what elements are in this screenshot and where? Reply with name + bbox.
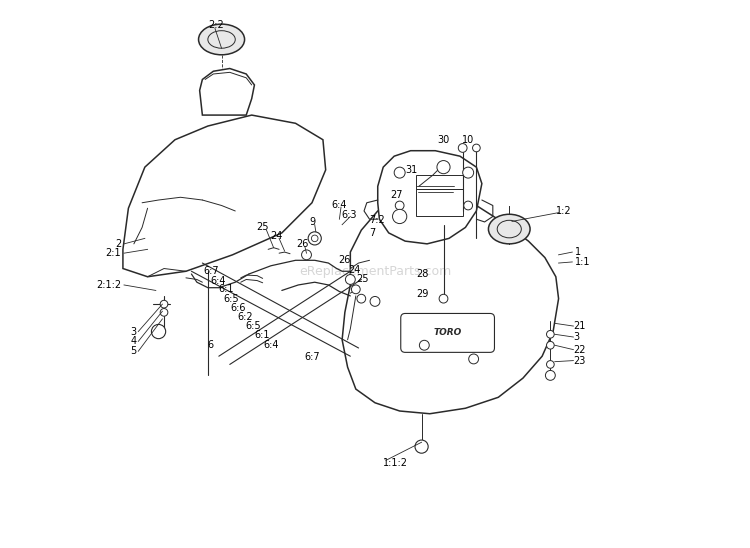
Text: 6:7: 6:7 <box>203 266 219 276</box>
Text: 2:1:2: 2:1:2 <box>96 280 122 290</box>
Text: 6:3: 6:3 <box>341 210 357 220</box>
Circle shape <box>458 144 467 152</box>
Polygon shape <box>378 151 482 244</box>
Circle shape <box>311 235 318 242</box>
Text: 6:5: 6:5 <box>245 321 261 331</box>
Circle shape <box>547 341 554 349</box>
FancyBboxPatch shape <box>400 313 494 352</box>
Circle shape <box>419 340 429 350</box>
Text: 3: 3 <box>574 332 580 342</box>
Text: 31: 31 <box>406 165 418 175</box>
Circle shape <box>547 330 554 338</box>
Text: 27: 27 <box>390 190 403 199</box>
Text: 1:1: 1:1 <box>575 257 590 267</box>
Text: 26: 26 <box>296 239 309 249</box>
Ellipse shape <box>199 24 244 55</box>
Circle shape <box>439 294 448 303</box>
Text: 25: 25 <box>357 275 369 284</box>
Circle shape <box>469 354 478 364</box>
Circle shape <box>370 296 380 306</box>
Text: 26: 26 <box>339 255 351 265</box>
Text: 24: 24 <box>270 231 283 241</box>
Circle shape <box>160 309 168 316</box>
Text: 7: 7 <box>369 229 375 238</box>
Text: 2:2: 2:2 <box>208 20 224 30</box>
Circle shape <box>394 167 405 178</box>
Text: eReplacementParts.com: eReplacementParts.com <box>298 265 452 278</box>
Text: 21: 21 <box>574 321 586 331</box>
Text: 6:7: 6:7 <box>304 352 320 362</box>
Text: 9: 9 <box>309 217 315 227</box>
Text: 6:6: 6:6 <box>231 303 246 313</box>
Polygon shape <box>123 115 326 277</box>
Text: 2:1: 2:1 <box>106 248 122 258</box>
Text: 6:1: 6:1 <box>254 330 270 340</box>
Text: 23: 23 <box>574 356 586 366</box>
Text: 24: 24 <box>348 265 360 275</box>
Circle shape <box>392 209 406 224</box>
Text: 6:1: 6:1 <box>218 284 233 294</box>
Circle shape <box>357 294 366 303</box>
Polygon shape <box>342 200 559 414</box>
Circle shape <box>415 440 428 453</box>
Text: 1:2: 1:2 <box>556 206 572 216</box>
Circle shape <box>545 370 555 380</box>
Polygon shape <box>413 167 454 206</box>
Bar <box>416 175 463 189</box>
Circle shape <box>346 275 355 284</box>
Circle shape <box>308 232 321 245</box>
Text: 22: 22 <box>574 345 586 355</box>
Text: 29: 29 <box>416 289 429 299</box>
Circle shape <box>152 324 166 339</box>
Text: 4: 4 <box>130 336 136 346</box>
Circle shape <box>160 300 168 308</box>
Bar <box>416 189 463 216</box>
Text: TORO: TORO <box>433 328 462 338</box>
Text: 25: 25 <box>256 222 269 232</box>
Ellipse shape <box>488 214 530 244</box>
Text: 7:2: 7:2 <box>369 215 385 225</box>
Circle shape <box>463 167 474 178</box>
Text: 10: 10 <box>462 135 474 145</box>
Text: 6:4: 6:4 <box>211 276 226 286</box>
Text: 6:2: 6:2 <box>238 312 254 322</box>
Text: 6:4: 6:4 <box>263 340 279 350</box>
Text: 1:1:2: 1:1:2 <box>383 458 408 468</box>
Text: 6:4: 6:4 <box>332 201 347 210</box>
Circle shape <box>395 201 404 210</box>
Circle shape <box>472 144 480 152</box>
Text: 2: 2 <box>115 239 122 249</box>
Circle shape <box>464 201 472 210</box>
Polygon shape <box>200 68 254 115</box>
Text: 30: 30 <box>437 135 450 145</box>
Text: 1: 1 <box>575 247 581 257</box>
Circle shape <box>437 161 450 174</box>
Circle shape <box>302 250 311 260</box>
Text: 3: 3 <box>130 327 136 336</box>
Circle shape <box>352 285 360 294</box>
Text: 5: 5 <box>130 346 136 356</box>
Text: 6:5: 6:5 <box>224 294 239 304</box>
Text: 28: 28 <box>416 269 429 279</box>
Text: 6: 6 <box>208 340 214 350</box>
Circle shape <box>547 361 554 368</box>
